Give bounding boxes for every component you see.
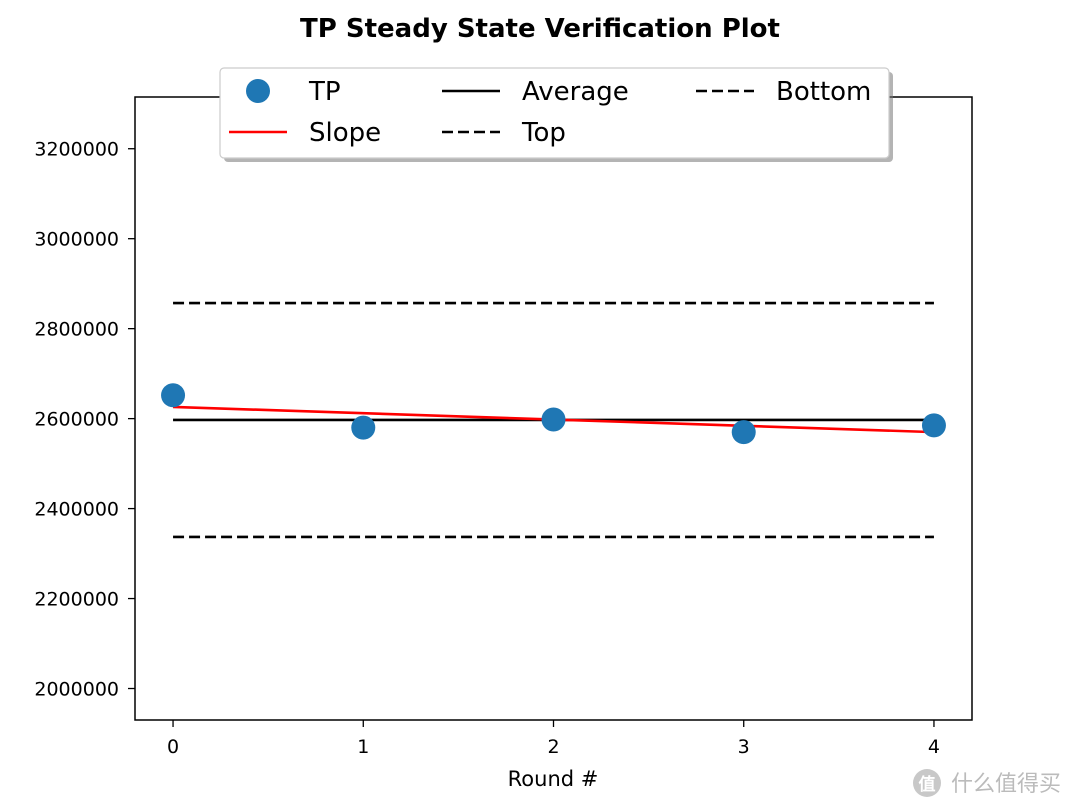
legend-slope-label: Slope (309, 118, 381, 148)
series-layer (161, 301, 946, 539)
x-tick-label: 4 (928, 736, 940, 758)
y-tick-label: 3000000 (34, 229, 119, 251)
x-axis-label: Round # (508, 767, 599, 791)
tp-point (921, 413, 946, 438)
tp-point (351, 415, 376, 440)
zhi-badge-glyph: 值 (919, 774, 936, 795)
x-tick-label: 1 (357, 736, 369, 758)
legend-tp-marker (246, 79, 270, 103)
x-tick-label: 0 (167, 736, 179, 758)
y-axis: 2000000 2200000 2400000 2600000 2800000 30000… (34, 139, 135, 701)
legend-bottom-label: Bottom (776, 77, 871, 107)
legend-items: TP Slope Average Top Bottom (229, 77, 871, 148)
y-tick-label: 2200000 (34, 589, 119, 611)
y-tick-label: 2000000 (34, 679, 119, 701)
x-tick-label: 2 (547, 736, 559, 758)
chart-title: TP Steady State Verification Plot (300, 14, 780, 44)
legend-tp-label: TP (308, 77, 341, 107)
y-tick-label: 2400000 (34, 499, 119, 521)
watermark: 值 什么值得买 (913, 769, 1061, 797)
zhi-badge-icon (913, 769, 941, 797)
tp-point (541, 407, 566, 432)
y-tick-label: 2600000 (34, 409, 119, 431)
legend: TP Slope Average Top Bottom (219, 67, 893, 162)
y-tick-label: 2800000 (34, 319, 119, 341)
legend-top-label: Top (521, 118, 566, 148)
watermark-text: 什么值得买 (951, 772, 1061, 797)
x-tick-label: 3 (738, 736, 750, 758)
legend-average-label: Average (522, 77, 629, 107)
tp-point (161, 383, 186, 408)
tp-point (731, 420, 756, 445)
x-axis: 0 1 2 3 4 (167, 720, 940, 758)
y-tick-label: 3200000 (34, 139, 119, 161)
